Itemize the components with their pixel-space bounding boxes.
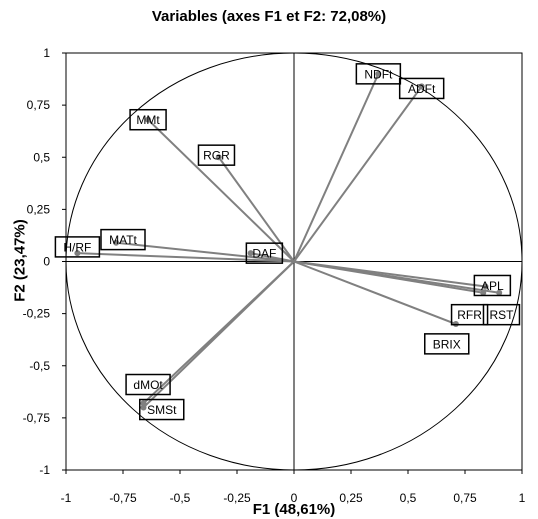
- vector-hrf: [77, 252, 295, 263]
- vector-smst: [142, 260, 295, 409]
- label-box: [473, 274, 512, 297]
- label-box: [129, 108, 167, 131]
- vector-point: [375, 70, 382, 77]
- label-box: [355, 63, 402, 85]
- vector-daf: [250, 252, 295, 263]
- label-box: [197, 144, 236, 166]
- vector-point: [113, 239, 120, 246]
- chart-title: Variables (axes F1 et F2: 72,08%): [151, 8, 387, 25]
- x-tick-label: 0: [291, 491, 298, 505]
- x-tick-label: -1: [61, 491, 72, 505]
- label-box: [450, 303, 489, 326]
- y-tick-label: -0,5: [29, 359, 50, 373]
- y-tick-label: -0,25: [23, 307, 51, 321]
- point-label: DAF: [252, 247, 276, 261]
- vector-mmt: [147, 119, 295, 263]
- label-box: [245, 242, 284, 264]
- point-label: RFR: [457, 308, 482, 322]
- label-box: [398, 77, 445, 100]
- vector-point: [145, 116, 152, 123]
- label-box: [100, 228, 146, 251]
- point-label: SMSt: [147, 403, 177, 417]
- point-label: BRIX: [433, 337, 461, 351]
- vector-rgr: [217, 156, 295, 263]
- x-tick-label: -0,5: [170, 491, 191, 505]
- y-tick-label: 0: [43, 255, 50, 269]
- point-label: MMt: [136, 113, 160, 127]
- y-axis-label: F2 (23,47%): [11, 219, 29, 302]
- y-tick-label: 1: [43, 46, 50, 60]
- y-tick-label: 0,5: [33, 150, 50, 164]
- x-axis-label: F1 (48,61%): [252, 501, 336, 518]
- x-tick-label: -0,75: [109, 491, 137, 505]
- vector-matt: [116, 241, 295, 263]
- x-tick-label: 0,5: [400, 491, 417, 505]
- vector-ndft: [293, 73, 380, 262]
- vector-point: [482, 283, 489, 290]
- point-label: NDFt: [364, 67, 393, 81]
- x-tick-label: -0,25: [223, 491, 251, 505]
- vector-point: [247, 250, 254, 257]
- point-label: ADFt: [408, 82, 436, 96]
- vector-point: [418, 83, 425, 90]
- x-tick-label: 1: [519, 491, 526, 505]
- label-box: [125, 373, 171, 396]
- label-box: [424, 333, 470, 355]
- vector-point: [215, 154, 222, 161]
- point-label: RST: [489, 308, 514, 322]
- point-label: RGR: [203, 149, 230, 163]
- point-label: MATt: [109, 233, 137, 247]
- x-tick-label: 0,25: [339, 491, 363, 505]
- vector-point: [140, 404, 147, 411]
- vector-rst: [293, 260, 500, 294]
- y-tick-label: 0,25: [27, 202, 51, 216]
- y-tick-label: 0,75: [27, 98, 51, 112]
- point-label: H/RF: [63, 240, 91, 254]
- point-label: dMOt: [133, 378, 163, 392]
- y-tick-label: -1: [39, 463, 50, 477]
- vector-brix: [293, 260, 457, 325]
- x-tick-label: 0,75: [453, 491, 477, 505]
- label-box: [54, 236, 101, 258]
- y-tick-label: -0,75: [23, 411, 51, 425]
- vector-point: [496, 289, 503, 296]
- vector-adft: [293, 85, 423, 263]
- label-box: [139, 398, 185, 421]
- vector-point: [74, 250, 81, 257]
- label-box: [482, 303, 521, 326]
- point-label: APL: [481, 279, 504, 293]
